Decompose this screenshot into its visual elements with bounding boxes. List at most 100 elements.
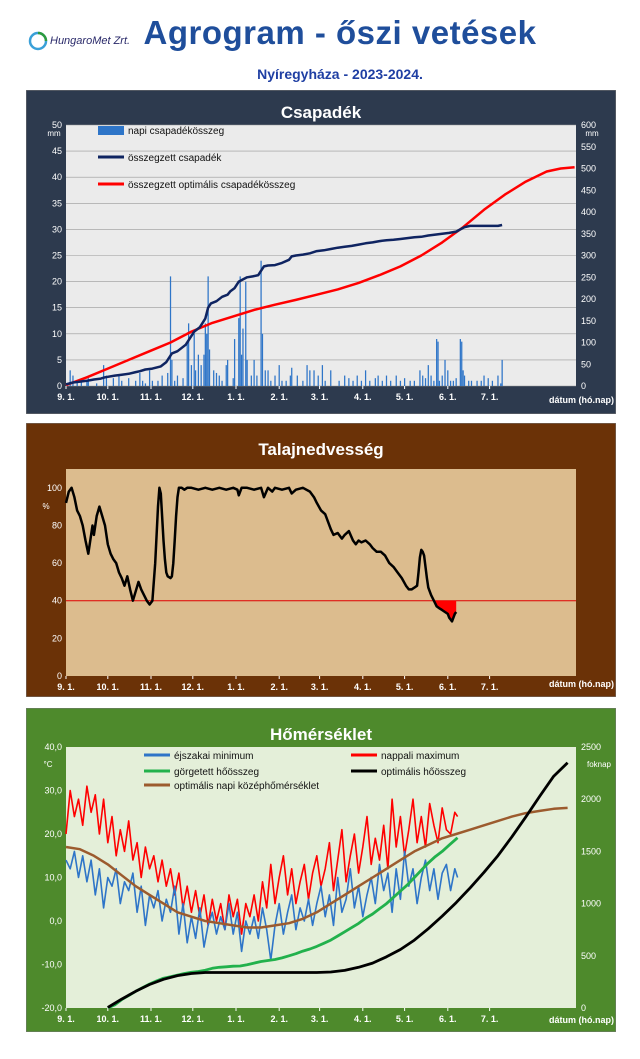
precip-bar xyxy=(264,370,266,386)
y-tick-label-right: 1500 xyxy=(581,846,601,856)
x-tick-label: 9. 1. xyxy=(57,392,75,402)
y-tick-label-left: 35 xyxy=(52,198,62,208)
precip-bar xyxy=(289,375,291,386)
y-tick-label-right: 0 xyxy=(581,1003,586,1013)
soil-moisture-chart: Talajnedvesség 0 20 40 60 80 100 9. 1. 10. 1. 1… xyxy=(26,423,616,697)
x-tick-label: 7. 1. xyxy=(481,392,499,402)
x-tick-label: 7. 1. xyxy=(481,1014,499,1024)
precip-bar xyxy=(80,380,82,386)
legend-swatch-daily-precip xyxy=(98,126,124,135)
precip-bar xyxy=(253,359,255,386)
y-tick-label-right: 150 xyxy=(581,316,596,326)
precip-bar xyxy=(385,375,388,386)
precip-bar xyxy=(409,380,411,386)
precip-bar xyxy=(480,380,482,386)
temperature-chart: Hőmérséklet -20,0 -10,0 0,0 10,0 20,0 30,0 40,… xyxy=(26,708,616,1032)
x-tick-label: 12. 1. xyxy=(182,392,205,402)
precip-bar xyxy=(324,380,326,386)
precip-bar xyxy=(69,370,71,386)
y-tick-label-right: 2500 xyxy=(581,742,601,752)
precip-bar xyxy=(207,276,209,386)
precip-bar xyxy=(193,333,195,386)
precip-bar xyxy=(250,375,252,386)
precip-bar xyxy=(204,323,206,386)
precip-bar xyxy=(148,370,151,386)
precip-bar xyxy=(261,333,264,386)
precip-bar xyxy=(452,380,455,386)
x-tick-label: 4. 1. xyxy=(354,1014,372,1024)
precip-bar xyxy=(468,380,470,386)
legend-label-day-max: nappali maximum xyxy=(381,751,459,762)
precip-bar xyxy=(218,375,220,386)
precip-bar xyxy=(330,370,332,386)
precipitation-chart: Csapadék 0 5 10 15 20 25 30 35 40 45 50 0 50 100 150 2… xyxy=(26,90,616,414)
precip-ylabel-right: mm xyxy=(585,129,599,138)
series-line-opt-precip xyxy=(65,165,575,387)
precip-bar xyxy=(200,365,202,386)
precip-bar xyxy=(461,341,463,386)
precip-bar xyxy=(151,380,154,386)
precip-bar xyxy=(260,260,262,386)
x-tick-label: 5. 1. xyxy=(396,682,414,692)
precip-bar xyxy=(171,359,173,386)
precip-bar xyxy=(76,380,78,386)
precip-bar xyxy=(225,365,227,386)
y-tick-label-left: 0,0 xyxy=(49,916,62,926)
precip-bar xyxy=(433,380,435,386)
y-tick-label-right: 50 xyxy=(581,359,591,369)
precip-bar xyxy=(424,378,427,386)
precip-bar xyxy=(144,383,147,386)
x-tick-label: 7. 1. xyxy=(481,682,499,692)
y-tick-label-left: 50 xyxy=(52,120,62,130)
precip-bar xyxy=(227,359,229,386)
precip-bar xyxy=(317,375,319,386)
legend-label-opt-precip: összegzett optimális csapadékösszeg xyxy=(128,180,295,191)
precip-bar xyxy=(352,380,354,386)
precip-bar xyxy=(161,375,163,386)
precip-bar xyxy=(487,378,489,386)
precip-bar xyxy=(167,372,169,386)
x-tick-label: 10. 1. xyxy=(97,1014,120,1024)
series-line-soil-moisture xyxy=(64,486,458,623)
precip-chart-title: Csapadék xyxy=(281,103,362,122)
temp-chart-title: Hőmérséklet xyxy=(270,725,372,744)
y-tick-label-right: 550 xyxy=(581,142,596,152)
precip-bar xyxy=(309,370,311,386)
temp-ylabel-left: °C xyxy=(44,760,53,769)
x-tick-label: 3. 1. xyxy=(311,682,329,692)
legend-label-cum-precip: összegzett csapadék xyxy=(128,153,222,164)
y-tick-label-left: 40 xyxy=(52,172,62,182)
precip-bar xyxy=(422,375,424,386)
precip-ylabel-left: mm xyxy=(47,129,61,138)
y-tick-label-left: 45 xyxy=(52,146,62,156)
x-tick-label: 11. 1. xyxy=(140,1014,162,1024)
precip-bar xyxy=(105,375,108,386)
y-tick-label-left: 80 xyxy=(52,520,62,530)
precip-bar xyxy=(296,375,298,386)
precip-bar xyxy=(112,378,115,386)
precip-bar xyxy=(462,370,464,386)
precip-bar xyxy=(364,370,367,386)
precip-bar xyxy=(176,375,179,386)
legend-label-opt-mean: optimális napi középhőmérséklet xyxy=(174,781,319,792)
y-tick-label-left: 40,0 xyxy=(44,742,62,752)
y-tick-label-right: 0 xyxy=(581,381,586,391)
y-tick-label-left: 15 xyxy=(52,303,62,313)
precip-bar xyxy=(139,372,141,386)
precip-bar xyxy=(194,370,197,386)
precip-bar xyxy=(239,276,241,386)
y-tick-label-right: 500 xyxy=(581,951,596,961)
precip-bar xyxy=(500,383,502,386)
precip-bar xyxy=(436,339,438,386)
series-line-cum-precip xyxy=(65,223,503,386)
precip-bar xyxy=(186,341,188,386)
precip-bar xyxy=(313,370,315,386)
precip-bar xyxy=(438,380,441,386)
precip-bar xyxy=(208,349,211,386)
precip-bar xyxy=(169,276,172,386)
y-tick-label-right: 350 xyxy=(581,229,596,239)
x-tick-label: 4. 1. xyxy=(354,682,372,692)
precip-bar xyxy=(338,380,340,386)
precip-bar xyxy=(348,378,350,386)
precip-bar xyxy=(87,378,89,386)
